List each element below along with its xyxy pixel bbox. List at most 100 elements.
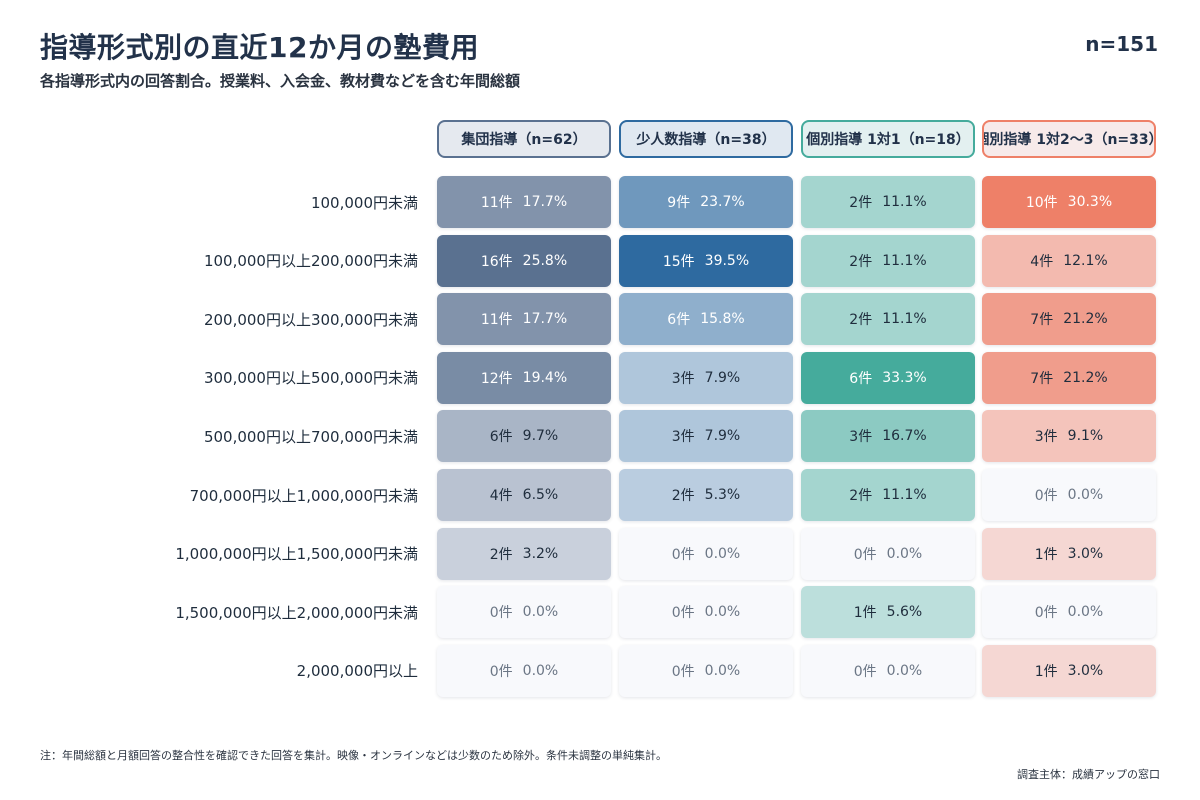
cell-percentage: 5.3% — [704, 487, 741, 503]
cell-count: 16件 — [480, 253, 513, 270]
heatmap-cell-individual_1on2_3: 1件 3.0% — [982, 527, 1156, 580]
heatmap-cell-small: 2件 5.3% — [619, 469, 793, 521]
cell-percentage: 6.5% — [522, 487, 559, 503]
row-label: 500,000円以上700,000円未満 — [203, 427, 418, 446]
heatmap-cell-small: 0件 0.0% — [619, 527, 793, 580]
heatmap-cell-group: 11件 17.7% — [437, 176, 611, 228]
cell-count: 2件 — [849, 488, 873, 504]
cell-count: 3件 — [671, 429, 695, 446]
cell-percentage: 39.5% — [704, 252, 750, 269]
cell-count: 11件 — [480, 195, 513, 211]
heatmap-cell-group: 6件 9.7% — [437, 410, 611, 463]
row-label: 300,000円以上500,000円未満 — [203, 369, 418, 388]
heatmap-cell-group: 12件 19.4% — [437, 351, 611, 404]
cell-count: 3件 — [849, 429, 873, 446]
cell-percentage: 25.8% — [522, 252, 568, 269]
heatmap-cell-individual_1on1: 2件 11.1% — [801, 176, 975, 228]
cell-percentage: 0.0% — [704, 545, 741, 562]
column-header-individual_1on1: 個別指導 1対1（n=18） — [801, 120, 975, 158]
cell-percentage: 0.0% — [1067, 604, 1104, 621]
heatmap-cell-individual_1on1: 2件 11.1% — [801, 469, 975, 521]
row-label: 1,500,000円以上2,000,000円未満 — [175, 603, 418, 622]
cell-count: 0件 — [853, 663, 877, 680]
cell-percentage: 3.2% — [522, 545, 559, 562]
cell-percentage: 7.9% — [704, 428, 741, 445]
heatmap-cell-individual_1on1: 1件 5.6% — [801, 586, 975, 639]
cell-percentage: 3.0% — [1067, 662, 1104, 679]
heatmap-cell-individual_1on2_3: 7件 21.2% — [982, 293, 1156, 346]
chart-subtitle: 各指導形式内の回答割合。授業料、入会金、教材費などを含む年間総額 — [40, 72, 521, 90]
heatmap-cell-individual_1on1: 0件 0.0% — [801, 527, 975, 580]
heatmap-cell-individual_1on1: 3件 16.7% — [801, 410, 975, 463]
cell-count: 2件 — [671, 488, 695, 504]
heatmap-cell-group: 11件 17.7% — [437, 293, 611, 346]
cell-count: 3件 — [671, 370, 695, 387]
cell-count: 10件 — [1025, 195, 1058, 211]
cell-count: 6件 — [667, 312, 691, 329]
cell-count: 3件 — [1034, 429, 1058, 446]
row-label: 700,000円以上1,000,000円未満 — [189, 486, 418, 505]
cell-percentage: 30.3% — [1067, 194, 1113, 210]
cell-count: 0件 — [1034, 488, 1058, 504]
cell-count: 4件 — [1030, 253, 1054, 270]
cell-count: 1件 — [1034, 663, 1058, 680]
cell-count: 15件 — [662, 253, 695, 270]
cell-count: 2件 — [489, 546, 513, 563]
cell-count: 2件 — [849, 312, 873, 329]
heatmap-cell-individual_1on2_3: 4件 12.1% — [982, 234, 1156, 287]
row-label: 100,000円以上200,000円未満 — [203, 252, 418, 271]
heatmap-cell-individual_1on1: 2件 11.1% — [801, 234, 975, 287]
cell-count: 7件 — [1030, 312, 1054, 329]
heatmap-cell-small: 3件 7.9% — [619, 410, 793, 463]
cell-count: 6件 — [849, 370, 873, 387]
cell-percentage: 12.1% — [1063, 252, 1108, 269]
cell-percentage: 0.0% — [704, 604, 741, 621]
cell-count: 6件 — [489, 429, 513, 446]
heatmap-cell-small: 0件 0.0% — [619, 644, 793, 697]
cell-percentage: 11.1% — [882, 194, 927, 210]
column-header-group: 集団指導（n=62） — [437, 120, 611, 158]
cell-count: 4件 — [489, 488, 513, 504]
heatmap-cell-small: 9件 23.7% — [619, 176, 793, 228]
chart-title: 指導形式別の直近12か月の塾費用 — [40, 31, 479, 64]
heatmap-cell-individual_1on2_3: 0件 0.0% — [982, 469, 1156, 521]
column-header-small: 少人数指導（n=38） — [619, 120, 793, 158]
cell-percentage: 5.6% — [886, 604, 923, 621]
cell-percentage: 17.7% — [522, 194, 568, 210]
cell-percentage: 19.4% — [522, 369, 568, 386]
heatmap-cell-individual_1on1: 0件 0.0% — [801, 644, 975, 697]
cell-count: 1件 — [1034, 546, 1058, 563]
heatmap-cell-small: 0件 0.0% — [619, 586, 793, 639]
cell-percentage: 0.0% — [522, 604, 559, 621]
cell-percentage: 33.3% — [882, 369, 927, 386]
heatmap-cell-individual_1on1: 2件 11.1% — [801, 293, 975, 346]
heatmap-cell-individual_1on2_3: 3件 9.1% — [982, 410, 1156, 463]
cell-count: 9件 — [667, 195, 691, 211]
row-label: 100,000円未満 — [310, 193, 418, 212]
cell-percentage: 3.0% — [1067, 545, 1104, 562]
cell-percentage: 0.0% — [1067, 487, 1104, 503]
cell-percentage: 11.1% — [882, 487, 927, 503]
cell-percentage: 16.7% — [882, 428, 927, 445]
cell-count: 1件 — [853, 605, 877, 622]
cell-percentage: 0.0% — [886, 662, 923, 679]
heatmap-cell-small: 6件 15.8% — [619, 293, 793, 346]
cell-percentage: 0.0% — [886, 545, 923, 562]
heatmap-cell-small: 3件 7.9% — [619, 351, 793, 404]
cell-percentage: 9.1% — [1067, 428, 1104, 445]
cell-count: 0件 — [671, 663, 695, 680]
cell-percentage: 7.9% — [704, 369, 741, 386]
cell-count: 0件 — [1034, 605, 1058, 622]
heatmap-cell-group: 4件 6.5% — [437, 469, 611, 521]
cell-count: 0件 — [671, 605, 695, 622]
heatmap-cell-individual_1on2_3: 10件 30.3% — [982, 176, 1156, 228]
cell-percentage: 11.1% — [882, 311, 927, 328]
cell-percentage: 11.1% — [882, 252, 927, 269]
cell-count: 0件 — [489, 605, 513, 622]
heatmap-cell-individual_1on2_3: 7件 21.2% — [982, 351, 1156, 404]
cell-count: 0件 — [853, 546, 877, 563]
cell-percentage: 17.7% — [522, 311, 568, 328]
cell-count: 12件 — [480, 370, 513, 387]
cell-count: 7件 — [1030, 370, 1054, 387]
row-label: 2,000,000円以上 — [296, 662, 418, 681]
